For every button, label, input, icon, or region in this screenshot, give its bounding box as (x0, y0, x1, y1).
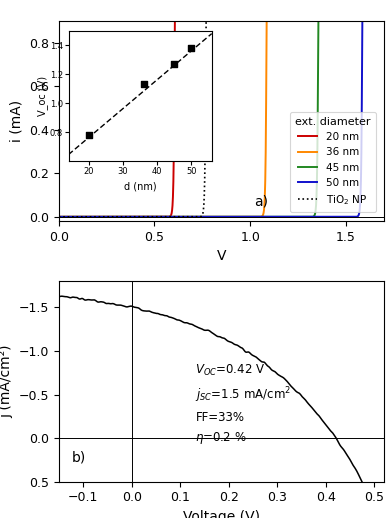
50 nm (382, 18, 387, 24)
45 nm (341, 18, 345, 24)
36 nm (264, 18, 269, 24)
50 nm (56, 214, 61, 220)
Y-axis label: i (mA): i (mA) (9, 100, 24, 142)
50 nm (376, 18, 380, 24)
Text: b): b) (72, 451, 86, 465)
20 nm (56, 214, 61, 220)
20 nm (181, 18, 186, 24)
Legend: 20 nm, 36 nm, 45 nm, 50 nm, TiO$_2$ NP: 20 nm, 36 nm, 45 nm, 50 nm, TiO$_2$ NP (290, 112, 376, 212)
36 nm (94, 214, 98, 220)
36 nm (181, 214, 186, 220)
45 nm (376, 18, 380, 24)
20 nm (382, 18, 387, 24)
45 nm (382, 18, 387, 24)
50 nm (340, 214, 345, 220)
50 nm (113, 214, 118, 220)
36 nm (341, 18, 345, 24)
50 nm (195, 214, 200, 220)
45 nm (181, 214, 186, 220)
36 nm (195, 214, 200, 220)
X-axis label: V: V (217, 250, 226, 264)
45 nm (113, 214, 118, 220)
36 nm (382, 18, 387, 24)
20 nm (172, 18, 177, 24)
Y-axis label: j (mA/cm²): j (mA/cm²) (0, 345, 13, 418)
Line: 50 nm: 50 nm (59, 21, 384, 217)
36 nm (376, 18, 380, 24)
20 nm (113, 214, 118, 220)
X-axis label: Voltage (V): Voltage (V) (183, 510, 260, 518)
45 nm (94, 214, 98, 220)
20 nm (196, 18, 200, 24)
50 nm (360, 18, 365, 24)
Line: 20 nm: 20 nm (59, 21, 384, 217)
20 nm (376, 18, 380, 24)
Line: 36 nm: 36 nm (59, 21, 384, 217)
45 nm (195, 214, 200, 220)
45 nm (56, 214, 61, 220)
20 nm (341, 18, 345, 24)
50 nm (181, 214, 186, 220)
50 nm (94, 214, 98, 220)
20 nm (94, 214, 98, 220)
45 nm (316, 18, 321, 24)
Text: a): a) (254, 194, 268, 208)
36 nm (113, 214, 118, 220)
Text: $V_{OC}$=0.42 V
$j_{SC}$=1.5 mA/cm$^2$
FF=33%
$\eta$=0.2 %: $V_{OC}$=0.42 V $j_{SC}$=1.5 mA/cm$^2$ F… (196, 363, 292, 445)
Line: 45 nm: 45 nm (59, 21, 384, 217)
36 nm (56, 214, 61, 220)
